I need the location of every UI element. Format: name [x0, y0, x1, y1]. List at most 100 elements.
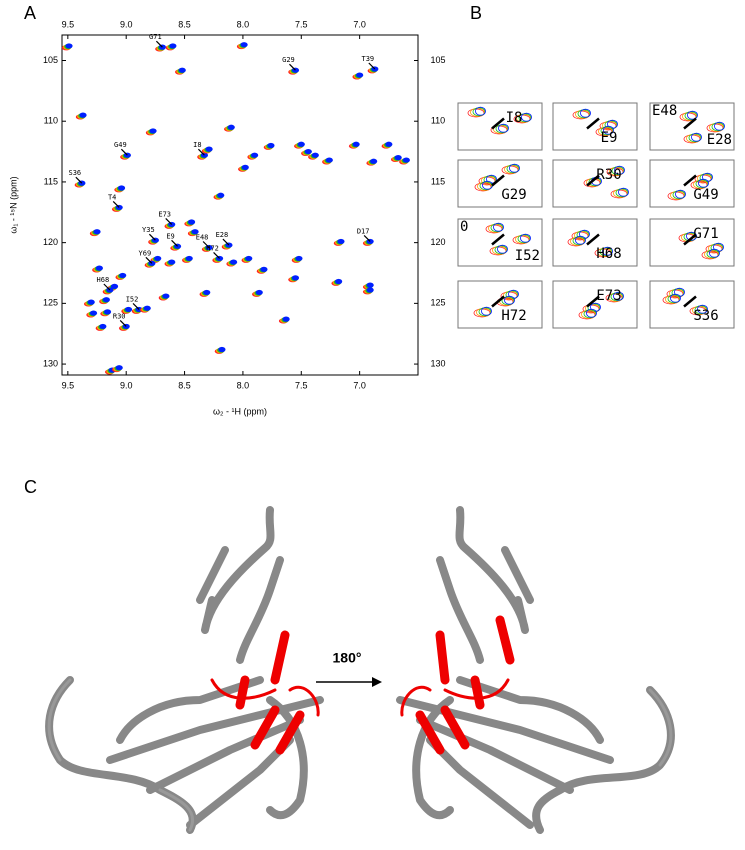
peak [331, 278, 343, 286]
peak [164, 259, 176, 267]
inset-label: E73 [596, 288, 621, 304]
inset-peak [686, 133, 701, 143]
peak [366, 158, 378, 166]
inset-leader [491, 174, 505, 187]
inset-label: I8 [506, 110, 523, 126]
y-axis-label: ω₁ - ¹⁵N (ppm) [8, 176, 18, 233]
peak-contour [304, 148, 312, 155]
peak [158, 293, 170, 301]
inset-leader [491, 233, 505, 246]
peak-contour [102, 297, 110, 303]
peak [61, 43, 73, 51]
peak [187, 229, 199, 237]
inset-peak [570, 236, 585, 246]
x-tick-label: 8.5 [178, 19, 191, 29]
inset-peak [579, 229, 590, 239]
inset-peak [610, 292, 624, 302]
inset-frame [457, 159, 543, 208]
peak [322, 157, 333, 165]
inset-peak [618, 187, 629, 197]
label-leader [213, 252, 220, 259]
inset-peak [521, 112, 532, 122]
peak-label: E28 [216, 231, 229, 239]
inset-peak [476, 307, 491, 317]
peak-contour [149, 128, 157, 134]
inset-peak [608, 292, 623, 302]
peak-contour [366, 282, 374, 288]
peak-label: Y69 [139, 249, 152, 257]
peak [381, 141, 393, 149]
y-tick-label: 105 [430, 55, 445, 65]
peak-label: E48 [196, 234, 209, 242]
label-leader [103, 283, 111, 291]
y-tick-label: 110 [44, 116, 58, 126]
inset-peak [713, 242, 724, 252]
inset-frame [649, 218, 735, 267]
inset-label: S36 [693, 308, 718, 324]
inset-peak [613, 188, 628, 198]
peak-contour [119, 272, 127, 279]
peak-label: G71 [149, 33, 162, 41]
inset-peak [506, 164, 520, 174]
inset-peak [581, 309, 596, 319]
label-leader [132, 303, 140, 310]
inset-peak [492, 245, 507, 255]
inset-peak [597, 247, 612, 257]
peak-contour [115, 365, 123, 371]
inset-peak [598, 126, 613, 136]
peak-contour [191, 229, 199, 235]
peak-contour [187, 219, 196, 225]
inset-leader [586, 117, 600, 130]
inset-peak [607, 119, 618, 129]
inset-peak [682, 112, 697, 121]
x-tick-label: 7.5 [295, 380, 308, 390]
peak [367, 66, 379, 74]
inset-peak [686, 231, 697, 241]
inset-label: 0 [460, 219, 468, 235]
label-leader [222, 238, 230, 246]
inset-frame [457, 218, 543, 267]
y-tick-label: 105 [43, 55, 58, 65]
peak-contour [124, 306, 133, 313]
label-leader [75, 176, 83, 184]
rotation-label: 180° [333, 650, 362, 666]
peak [291, 255, 303, 263]
inset-peak [603, 125, 614, 135]
peak-contour [402, 157, 410, 163]
x-tick-label: 7.5 [295, 19, 308, 29]
inset-peak [687, 110, 698, 120]
peak [352, 72, 364, 80]
peak [182, 255, 193, 263]
inset-leader [491, 295, 505, 308]
inset-peak [520, 233, 531, 243]
inset-peak [504, 164, 519, 174]
peak-contour [185, 255, 193, 262]
inset-peak [490, 223, 504, 233]
inset-peak [684, 111, 698, 121]
inset-peak [675, 189, 686, 199]
label-leader [165, 218, 173, 225]
peak [145, 128, 157, 136]
inset-peak [693, 179, 708, 189]
peak [288, 275, 300, 283]
peak-contour [337, 238, 345, 245]
peak [111, 365, 123, 373]
inset-frame [552, 159, 638, 208]
peak-label: R30 [113, 312, 126, 320]
inset-peak [609, 166, 624, 176]
peak [99, 297, 110, 305]
y-tick-label: 115 [431, 176, 445, 186]
x-tick-label: 8.0 [237, 19, 250, 29]
peak-contour [162, 293, 170, 299]
peak-contour [352, 141, 360, 147]
inset-leader [683, 174, 697, 187]
inset-peak [702, 172, 713, 182]
peak [184, 219, 196, 227]
peak-contour [79, 112, 87, 118]
peak [102, 287, 114, 295]
inset-peak [691, 132, 702, 142]
x-tick-label: 9.5 [62, 380, 75, 390]
inset-peak [590, 302, 601, 312]
peak-label: T4 [108, 193, 116, 201]
inset-leader [683, 295, 697, 308]
